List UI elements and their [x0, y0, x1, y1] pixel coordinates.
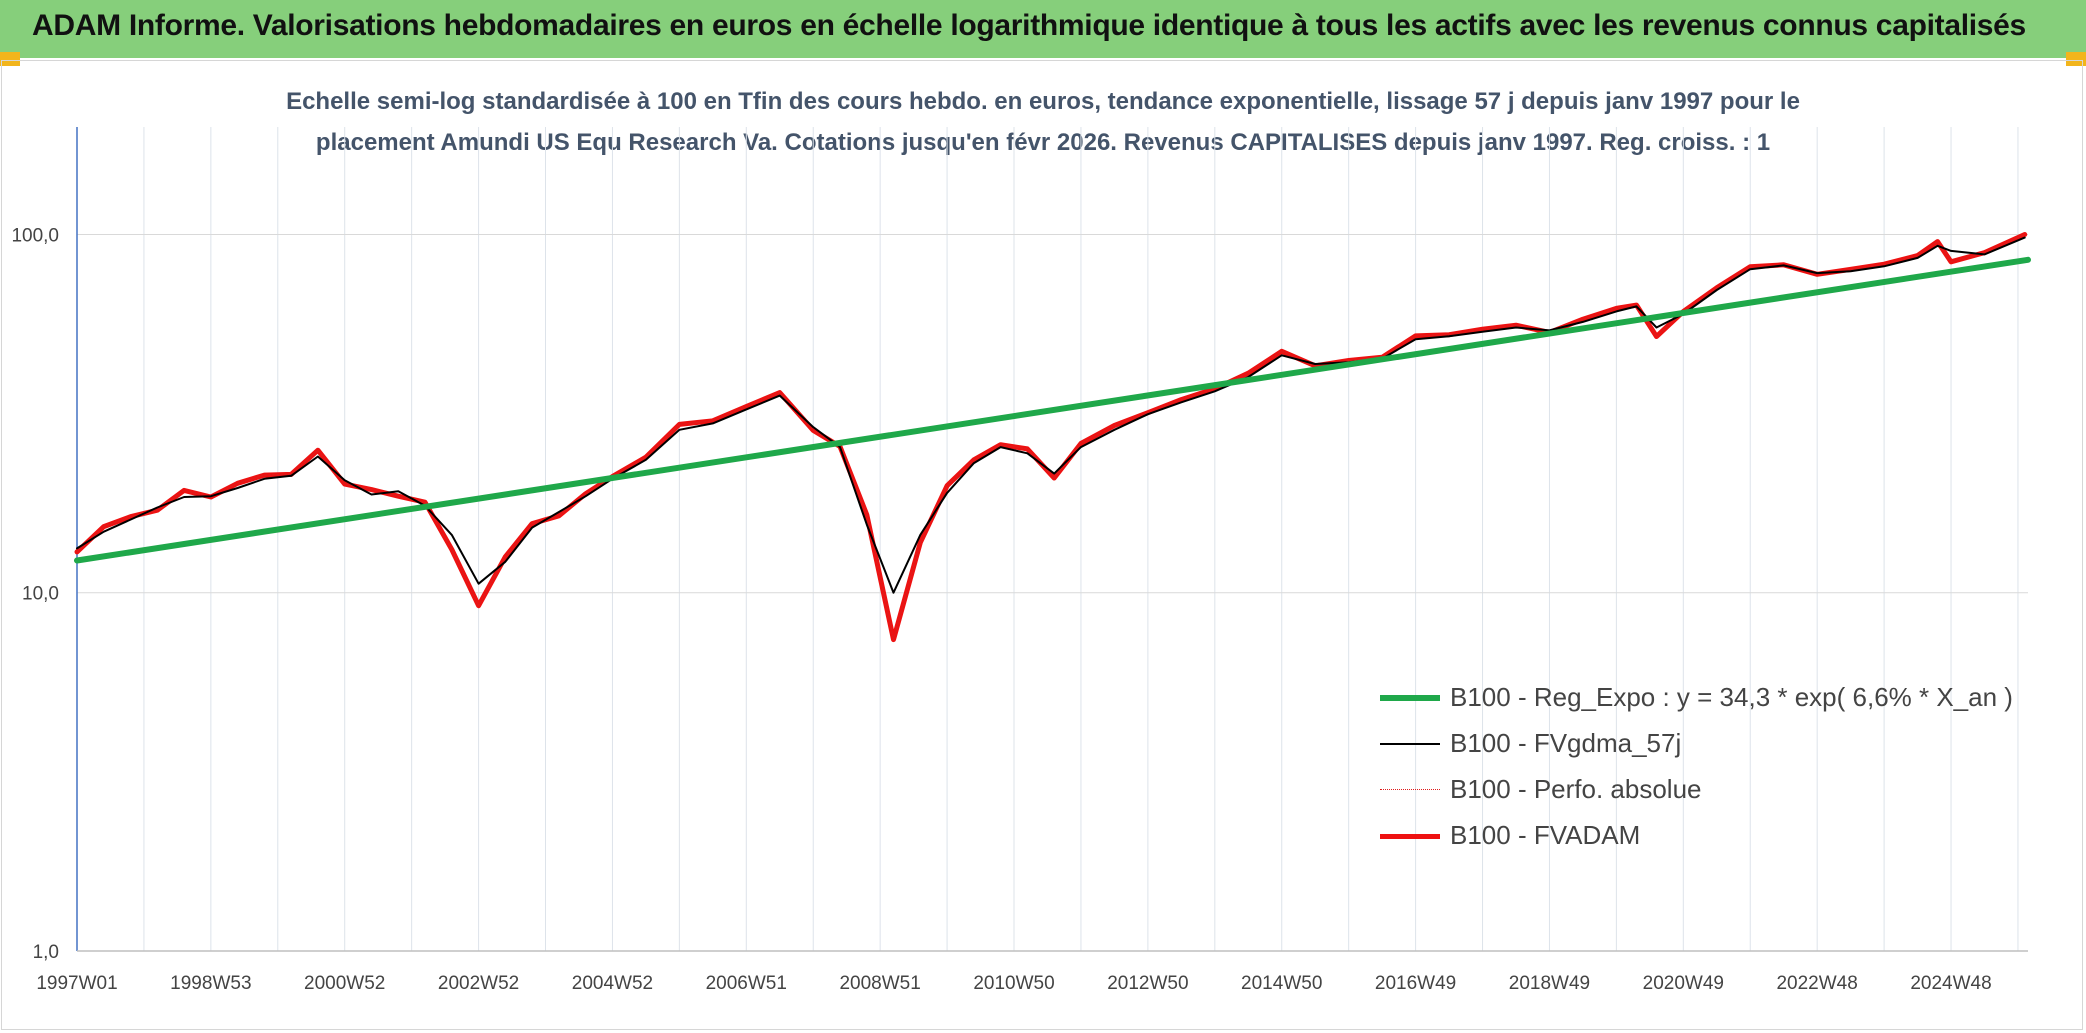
legend-swatch-fvadam: [1380, 833, 1440, 839]
axes: [76, 127, 2028, 952]
x-tick-label: 2016W49: [1375, 973, 1456, 994]
header-bar: ADAM Informe. Valorisations hebdomadaire…: [0, 0, 2086, 58]
x-tick-label: 2000W52: [304, 973, 385, 994]
legend-swatch-fvgdma: [1380, 743, 1440, 745]
x-tick-label: 2018W49: [1509, 973, 1590, 994]
x-tick-label: 1998W53: [170, 973, 251, 994]
legend-label-fvadam: B100 - FVADAM: [1450, 820, 1641, 850]
series-lines: [74, 232, 2031, 643]
x-tick-label: 2022W48: [1776, 973, 1857, 994]
x-tick-label: 2020W49: [1643, 973, 1724, 994]
legend-label-fvgdma: B100 - FVgdma_57j: [1450, 728, 1682, 758]
legend-label-perfo-absolue: B100 - Perfo. absolue: [1450, 774, 1702, 804]
tick-labels: 1,0 10,0 100,0 1997W01 1998W53 2000W52 2002W52…: [11, 225, 1991, 994]
series-line-perfo-absolue: [76, 233, 2026, 641]
x-tick-label: 2008W51: [839, 973, 920, 994]
x-tick-label: 2006W51: [706, 973, 787, 994]
y-tick-label: 1,0: [33, 942, 59, 963]
series-line-reg-expo: [74, 256, 2031, 564]
x-tick-label: 2004W52: [572, 973, 653, 994]
y-tick-label: 100,0: [11, 225, 59, 246]
series-line-fvgdma: [76, 236, 2026, 594]
legend-swatch-perfo-absolue: [1380, 789, 1440, 791]
x-tick-label: 2012W50: [1107, 973, 1188, 994]
x-tick-label: 2010W50: [973, 973, 1054, 994]
x-tick-label: 2002W52: [438, 973, 519, 994]
report-title: ADAM Informe. Valorisations hebdomadaire…: [32, 9, 2026, 42]
legend-label-reg-expo: B100 - Reg_Expo : y = 34,3 * exp( 6,6% *…: [1450, 682, 2013, 712]
series-line-fvadam: [74, 232, 2028, 643]
corner-accent-left: [0, 52, 20, 66]
legend-swatch-reg-expo: [1380, 695, 1440, 701]
y-tick-label: 10,0: [22, 584, 59, 605]
chart-subtitle-line-1: Echelle semi-log standardisée à 100 en T…: [286, 88, 1800, 115]
x-tick-label: 2024W48: [1910, 973, 1991, 994]
corner-accent-right: [2066, 52, 2086, 66]
x-tick-label: 1997W01: [36, 973, 117, 994]
chart-frame: [1, 60, 2083, 1030]
chart-subtitle-line-2: placement Amundi US Equ Research Va. Cot…: [315, 129, 1771, 156]
x-tick-label: 2014W50: [1241, 973, 1322, 994]
gridlines: [76, 127, 2028, 952]
